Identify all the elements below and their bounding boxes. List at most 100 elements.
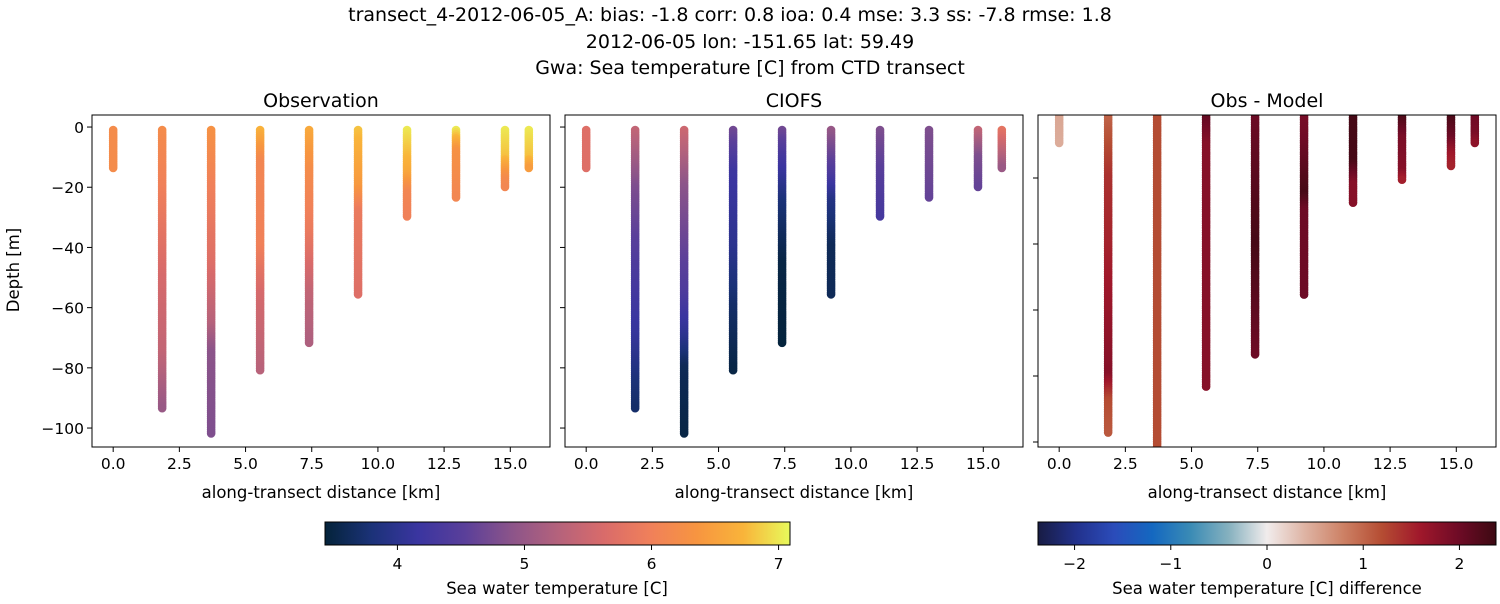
x-tick-label: 5.0 [1179,455,1204,473]
data-point [728,365,738,375]
cast-3 [255,125,265,375]
colorbar-tick-label: −2 [1063,555,1086,573]
panel-title-ciofs: CIOFS [766,90,822,112]
cast-5 [826,125,836,299]
data-point [1446,161,1456,171]
cast-5 [1299,115,1309,299]
cast-0 [108,125,118,173]
data-point [206,429,216,438]
colorbar-tick-label: 7 [774,555,784,573]
x-tick-label: 2.5 [640,455,665,473]
cast-6 [875,125,885,221]
x-tick-label: 10.0 [361,455,396,473]
x-tick-label: 7.5 [772,455,797,473]
data-point [1153,451,1162,460]
data-point [630,403,640,413]
cast-5 [353,125,363,299]
y-tick-label: −80 [51,360,84,378]
x-tick-label: 15.0 [1439,455,1474,473]
axes-frame-2 [1037,114,1497,448]
figure-title-line-1: transect_4-2012-06-05_A: bias: -1.8 corr… [348,4,1112,26]
data-point [826,290,836,299]
data-point [500,182,510,192]
data-point [973,182,983,192]
x-tick-label: 2.5 [167,455,192,473]
y-tick-label: −40 [51,239,84,257]
cast-8 [973,125,983,192]
x-tick-label: 10.0 [834,455,869,473]
data-point [777,338,787,348]
cast-7 [451,125,461,202]
y-tick-label: −20 [51,179,84,197]
panel-title-observation: Observation [263,90,379,112]
data-point [1153,465,1162,474]
data-point [875,212,885,221]
colorbar-tick-label: 4 [392,555,402,573]
figure-title-line-3: Gwa: Sea temperature [C] from CTD transe… [535,57,965,79]
data-point [1155,446,1159,447]
cast-2 [679,125,689,438]
y-tick-label: −100 [41,420,84,438]
cast-3 [1201,115,1211,391]
cast-2 [206,125,216,438]
x-axis-label-obs-model: along-transect distance [km] [1148,483,1387,502]
x-tick-label: 12.5 [427,455,462,473]
data-point [108,163,118,173]
data-point [1397,175,1407,184]
data-point [1153,456,1162,465]
cast-2 [1152,115,1162,476]
data-point [581,163,591,173]
data-point [1153,454,1162,463]
axes-frame-0 [91,114,551,448]
cast-8 [1446,115,1456,171]
data-point [1054,138,1064,148]
cast-0 [581,125,591,173]
x-tick-label: 0.0 [574,455,599,473]
colorbar-difference [1037,521,1497,546]
x-axis-label-observation: along-transect distance [km] [202,483,441,502]
panel-title-obs-model: Obs - Model [1211,90,1324,112]
colorbar-tick-label: 6 [647,555,657,573]
data-point [924,193,934,202]
data-point [1153,460,1162,469]
data-point [1153,463,1162,472]
data-point [451,193,461,202]
cast-9 [524,125,534,173]
data-point [1103,428,1113,437]
data-point [157,403,167,413]
data-point [255,365,265,375]
data-point [1299,290,1309,299]
colorbar-label-temperature: Sea water temperature [C] [446,579,668,598]
colorbar-label-difference: Sea water temperature [C] difference [1112,579,1422,598]
x-tick-label: 15.0 [966,455,1001,473]
data-point [1153,449,1162,458]
data-point [1201,382,1211,391]
y-tick-label: 0 [74,119,84,137]
data-point [1153,444,1162,447]
data-point [304,338,314,348]
cast-1 [1103,115,1113,437]
cast-4 [1250,115,1260,359]
data-point [997,163,1007,173]
cast-1 [157,125,167,413]
data-point [1348,198,1358,207]
x-tick-label: 5.0 [233,455,258,473]
x-tick-label: 10.0 [1307,455,1342,473]
figure-title-line-2: 2012-06-05 lon: -151.65 lat: 59.49 [586,31,914,53]
plot-area-2 [1054,115,1480,476]
y-tick-label: −60 [51,300,84,318]
x-tick-label: 12.5 [900,455,935,473]
data-point [1470,138,1480,148]
data-point [524,163,534,173]
colorbar-tick-label: 1 [1358,555,1368,573]
x-tick-label: 5.0 [706,455,731,473]
cast-8 [500,125,510,192]
x-tick-label: 15.0 [493,455,528,473]
x-tick-label: 2.5 [1113,455,1138,473]
data-point [1153,467,1162,476]
x-tick-label: 12.5 [1373,455,1408,473]
cast-9 [997,125,1007,173]
colorbar-temperature [324,521,791,546]
cast-4 [304,125,314,348]
